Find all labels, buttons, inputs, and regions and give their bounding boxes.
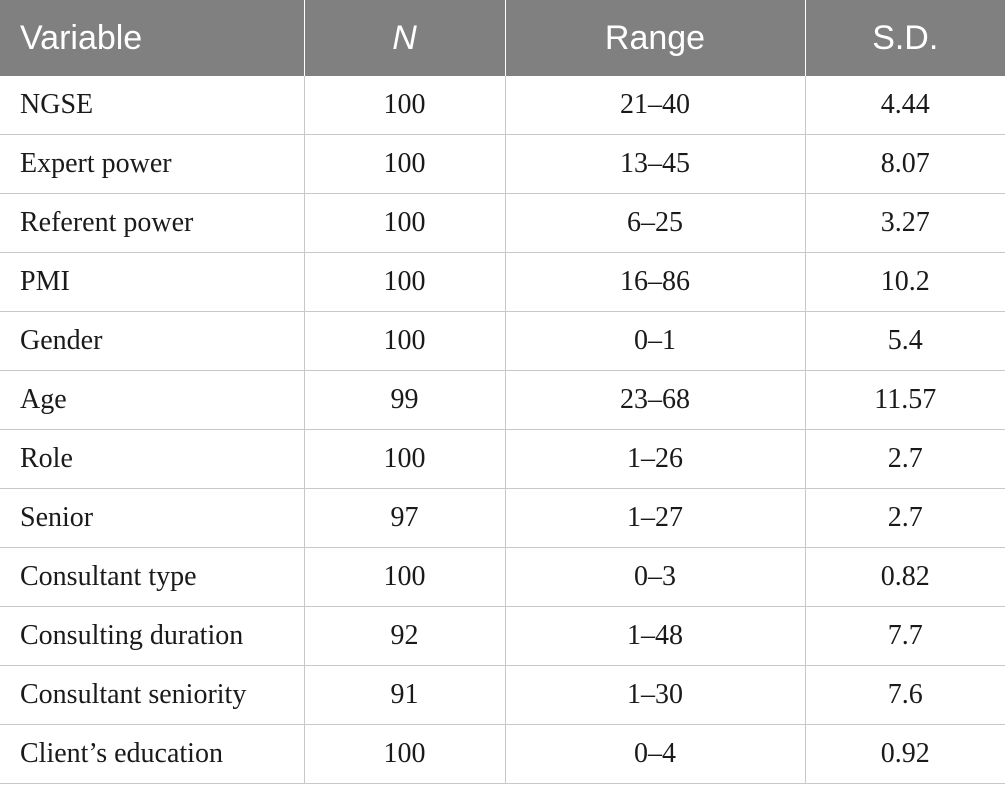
cell-variable: Consulting duration: [0, 606, 305, 666]
cell-sd: 2.7: [805, 488, 1005, 548]
cell-n: 100: [304, 134, 506, 194]
cell-n: 100: [304, 724, 506, 784]
cell-range: 13–45: [505, 134, 806, 194]
table-row: Consultant seniority 91 1–30 7.6: [0, 665, 1005, 725]
cell-sd: 0.92: [805, 724, 1005, 784]
cell-variable: NGSE: [0, 76, 305, 135]
cell-sd: 5.4: [805, 311, 1005, 371]
table-row: Referent power 100 6–25 3.27: [0, 193, 1005, 253]
table-row: Client’s education 100 0–4 0.92: [0, 724, 1005, 784]
cell-range: 23–68: [505, 370, 806, 430]
table-row: Role 100 1–26 2.7: [0, 429, 1005, 489]
cell-n: 100: [304, 547, 506, 607]
cell-sd: 4.44: [805, 76, 1005, 135]
cell-sd: 10.2: [805, 252, 1005, 312]
cell-n: 100: [304, 193, 506, 253]
cell-n: 100: [304, 429, 506, 489]
cell-n: 100: [304, 252, 506, 312]
cell-variable: Consultant seniority: [0, 665, 305, 725]
cell-variable: Expert power: [0, 134, 305, 194]
table-row: Consultant type 100 0–3 0.82: [0, 547, 1005, 607]
cell-sd: 7.6: [805, 665, 1005, 725]
table-row: PMI 100 16–86 10.2: [0, 252, 1005, 312]
table-row: Age 99 23–68 11.57: [0, 370, 1005, 430]
cell-variable: Senior: [0, 488, 305, 548]
cell-n: 100: [304, 311, 506, 371]
table-header: Variable N Range S.D.: [0, 0, 1005, 76]
header-variable: Variable: [0, 0, 305, 76]
cell-sd: 8.07: [805, 134, 1005, 194]
header-range: Range: [505, 0, 806, 76]
cell-variable: Age: [0, 370, 305, 430]
cell-n: 100: [304, 76, 506, 135]
cell-n: 97: [304, 488, 506, 548]
header-row: Variable N Range S.D.: [0, 0, 1005, 76]
table-row: Expert power 100 13–45 8.07: [0, 134, 1005, 194]
cell-sd: 0.82: [805, 547, 1005, 607]
cell-range: 0–3: [505, 547, 806, 607]
header-n: N: [304, 0, 506, 76]
cell-range: 21–40: [505, 76, 806, 135]
table-row: Consulting duration 92 1–48 7.7: [0, 606, 1005, 666]
cell-range: 1–26: [505, 429, 806, 489]
cell-n: 92: [304, 606, 506, 666]
cell-range: 1–27: [505, 488, 806, 548]
cell-sd: 7.7: [805, 606, 1005, 666]
cell-range: 6–25: [505, 193, 806, 253]
cell-range: 1–30: [505, 665, 806, 725]
cell-variable: Gender: [0, 311, 305, 371]
cell-sd: 3.27: [805, 193, 1005, 253]
table-body: NGSE 100 21–40 4.44 Expert power 100 13–45 8.07…: [0, 76, 1005, 784]
cell-variable: Client’s education: [0, 724, 305, 784]
cell-variable: Consultant type: [0, 547, 305, 607]
header-sd: S.D.: [805, 0, 1005, 76]
cell-range: 0–4: [505, 724, 806, 784]
cell-variable: Role: [0, 429, 305, 489]
table-row: Senior 97 1–27 2.7: [0, 488, 1005, 548]
cell-n: 91: [304, 665, 506, 725]
cell-range: 1–48: [505, 606, 806, 666]
cell-n: 99: [304, 370, 506, 430]
cell-variable: PMI: [0, 252, 305, 312]
table-row: Gender 100 0–1 5.4: [0, 311, 1005, 371]
cell-range: 0–1: [505, 311, 806, 371]
cell-variable: Referent power: [0, 193, 305, 253]
statistics-table: Variable N Range S.D. NGSE 100 21–40 4.44 Ex…: [0, 0, 1005, 784]
cell-range: 16–86: [505, 252, 806, 312]
cell-sd: 11.57: [805, 370, 1005, 430]
cell-sd: 2.7: [805, 429, 1005, 489]
table-row: NGSE 100 21–40 4.44: [0, 76, 1005, 135]
